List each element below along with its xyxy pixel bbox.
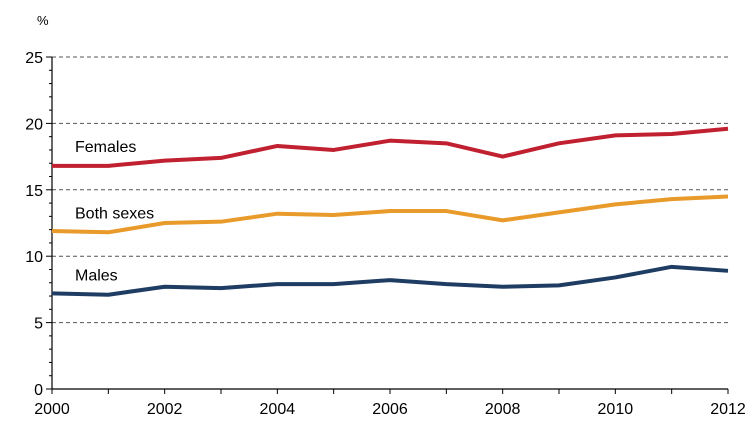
y-unit-label: % (37, 13, 49, 28)
x-tick-label: 2006 (372, 401, 408, 418)
series-line-males (51, 264, 729, 297)
series-line-females (52, 126, 729, 168)
x-axis-ticks: 2000 2002 2004 2006 2008 2010 2012 (34, 389, 746, 418)
series-label-males: Males (75, 268, 118, 285)
series-labels: Females Both sexes Males (75, 139, 154, 285)
series-label-both-sexes: Both sexes (75, 205, 154, 222)
grid-lines (52, 56, 728, 324)
series-label-females: Females (75, 139, 136, 156)
x-tick-label: 2008 (485, 401, 521, 418)
y-tick-label: 0 (34, 382, 43, 399)
x-tick-label: 2000 (34, 401, 70, 418)
x-tick-label: 2012 (710, 401, 746, 418)
y-axis-ticks: 0 5 10 15 20 25 (25, 50, 52, 399)
series-lines (51, 126, 729, 297)
series-line-both-sexes (51, 194, 729, 235)
y-tick-label: 20 (25, 116, 43, 133)
x-tick-label: 2010 (598, 401, 634, 418)
y-tick-label: 15 (25, 183, 43, 200)
y-tick-label: 25 (25, 50, 43, 67)
x-tick-label: 2002 (147, 401, 183, 418)
x-tick-label: 2004 (260, 401, 296, 418)
y-tick-label: 5 (34, 316, 43, 333)
y-tick-label: 10 (25, 249, 43, 266)
